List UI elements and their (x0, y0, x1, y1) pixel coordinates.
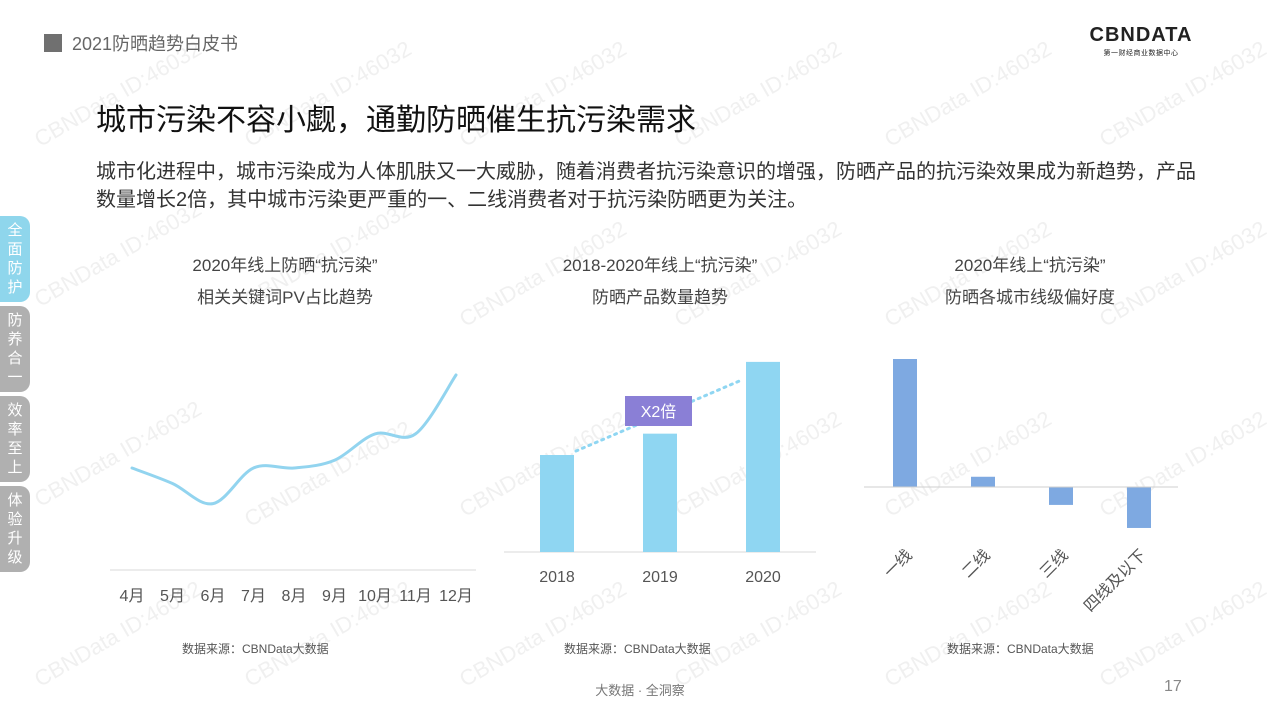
line-chart-tick-label: 12月 (439, 588, 473, 605)
tier-chart-bar (1049, 487, 1073, 505)
side-tab-1[interactable]: 防养合一 (0, 306, 30, 392)
bar-chart-title-line1: 2018-2020年线上“抗污染” (562, 256, 758, 275)
bar-chart-annotation-label: X2倍 (641, 403, 677, 421)
page-title: 城市污染不容小觑，通勤防晒催生抗污染需求 (96, 104, 696, 137)
bar-chart-bar (643, 433, 677, 552)
line-chart-tick-label: 8月 (282, 588, 307, 605)
tier-chart-title: 2020年线上“抗污染” 防晒各城市线级偏好度 (880, 250, 1180, 314)
tier-chart: 一线 二线 三线 四线及以下 (864, 359, 1178, 615)
side-tab-2[interactable]: 效率至上 (0, 396, 30, 482)
tier-chart-bar (893, 359, 917, 487)
line-chart-tick-label: 11月 (399, 588, 432, 605)
page-number: 17 (1164, 678, 1182, 695)
tier-chart-bar (971, 476, 995, 487)
line-chart-title: 2020年线上防晒“抗污染” 相关关键词PV占比趋势 (150, 250, 420, 314)
line-chart-title-line1: 2020年线上防晒“抗污染” (192, 256, 378, 275)
report-title: 2021防晒趋势白皮书 (72, 34, 239, 54)
side-tab-3[interactable]: 体验升级 (0, 486, 30, 572)
side-tab-label: 全面防护 (7, 222, 23, 296)
line-chart-title-line2: 相关关键词PV占比趋势 (197, 288, 373, 307)
tier-chart-bar (1127, 487, 1151, 528)
line-chart-tick-label: 5月 (160, 588, 185, 605)
tier-chart-tick-label: 四线及以下 (1081, 546, 1150, 615)
line-chart-series (130, 373, 458, 506)
bar-chart-tick-label: 2020 (745, 569, 781, 586)
side-tab-label: 效率至上 (7, 402, 23, 476)
tier-chart-source: 数据来源：CBNData大数据 (947, 642, 1094, 656)
cbndata-logo: CBNDATA 第一财经商业数据中心 (1086, 24, 1196, 58)
side-tabs: 全面防护 防养合一 效率至上 体验升级 (0, 216, 30, 576)
intro-paragraph: 城市化进程中，城市污染成为人体肌肤又一大威胁，随着消费者抗污染意识的增强，防晒产… (96, 161, 1196, 211)
watermark-text: CBNData ID:46032 (880, 35, 1056, 152)
side-tab-label: 体验升级 (7, 492, 23, 566)
line-chart-tick-label: 7月 (241, 588, 266, 605)
line-chart-tick-label: 10月 (358, 588, 392, 605)
header-square-icon (44, 34, 62, 52)
bar-chart-bar (746, 361, 780, 552)
tier-chart-title-line1: 2020年线上“抗污染” (954, 256, 1106, 275)
side-tab-0[interactable]: 全面防护 (0, 216, 30, 302)
line-chart-tick-label: 6月 (201, 588, 226, 605)
bar-chart-tick-label: 2018 (539, 569, 575, 586)
bar-chart-source: 数据来源：CBNData大数据 (564, 642, 711, 656)
bar-chart-tick-label: 2019 (642, 569, 678, 586)
logo-subtitle: 第一财经商业数据中心 (1103, 50, 1179, 57)
logo-brand: CBNDATA (1089, 24, 1193, 46)
tier-chart-tick-label: 二线 (958, 546, 993, 581)
line-chart: 4月 5月 6月 7月 8月 9月 10月 11月 12月 (110, 373, 476, 605)
report-header: 2021防晒趋势白皮书 (44, 30, 238, 56)
bar-chart: 2018 2019 2020 X2倍 (504, 361, 816, 586)
bar-chart-annotation-box (625, 396, 692, 426)
tier-chart-tick-label: 一线 (880, 546, 915, 581)
footer-slogan: 大数据 · 全洞察 (595, 683, 685, 698)
tier-chart-title-line2: 防晒各城市线级偏好度 (945, 288, 1115, 307)
bar-chart-title: 2018-2020年线上“抗污染” 防晒产品数量趋势 (510, 250, 810, 314)
tier-chart-tick-label: 三线 (1036, 546, 1071, 581)
side-tab-label: 防养合一 (7, 312, 23, 386)
line-chart-tick-label: 4月 (120, 588, 145, 605)
bar-chart-title-line2: 防晒产品数量趋势 (592, 288, 728, 307)
line-chart-source: 数据来源：CBNData大数据 (182, 642, 329, 656)
line-chart-tick-label: 9月 (322, 588, 347, 605)
bar-chart-bar (540, 455, 574, 552)
watermark-text: CBNData ID:46032 (670, 35, 846, 152)
